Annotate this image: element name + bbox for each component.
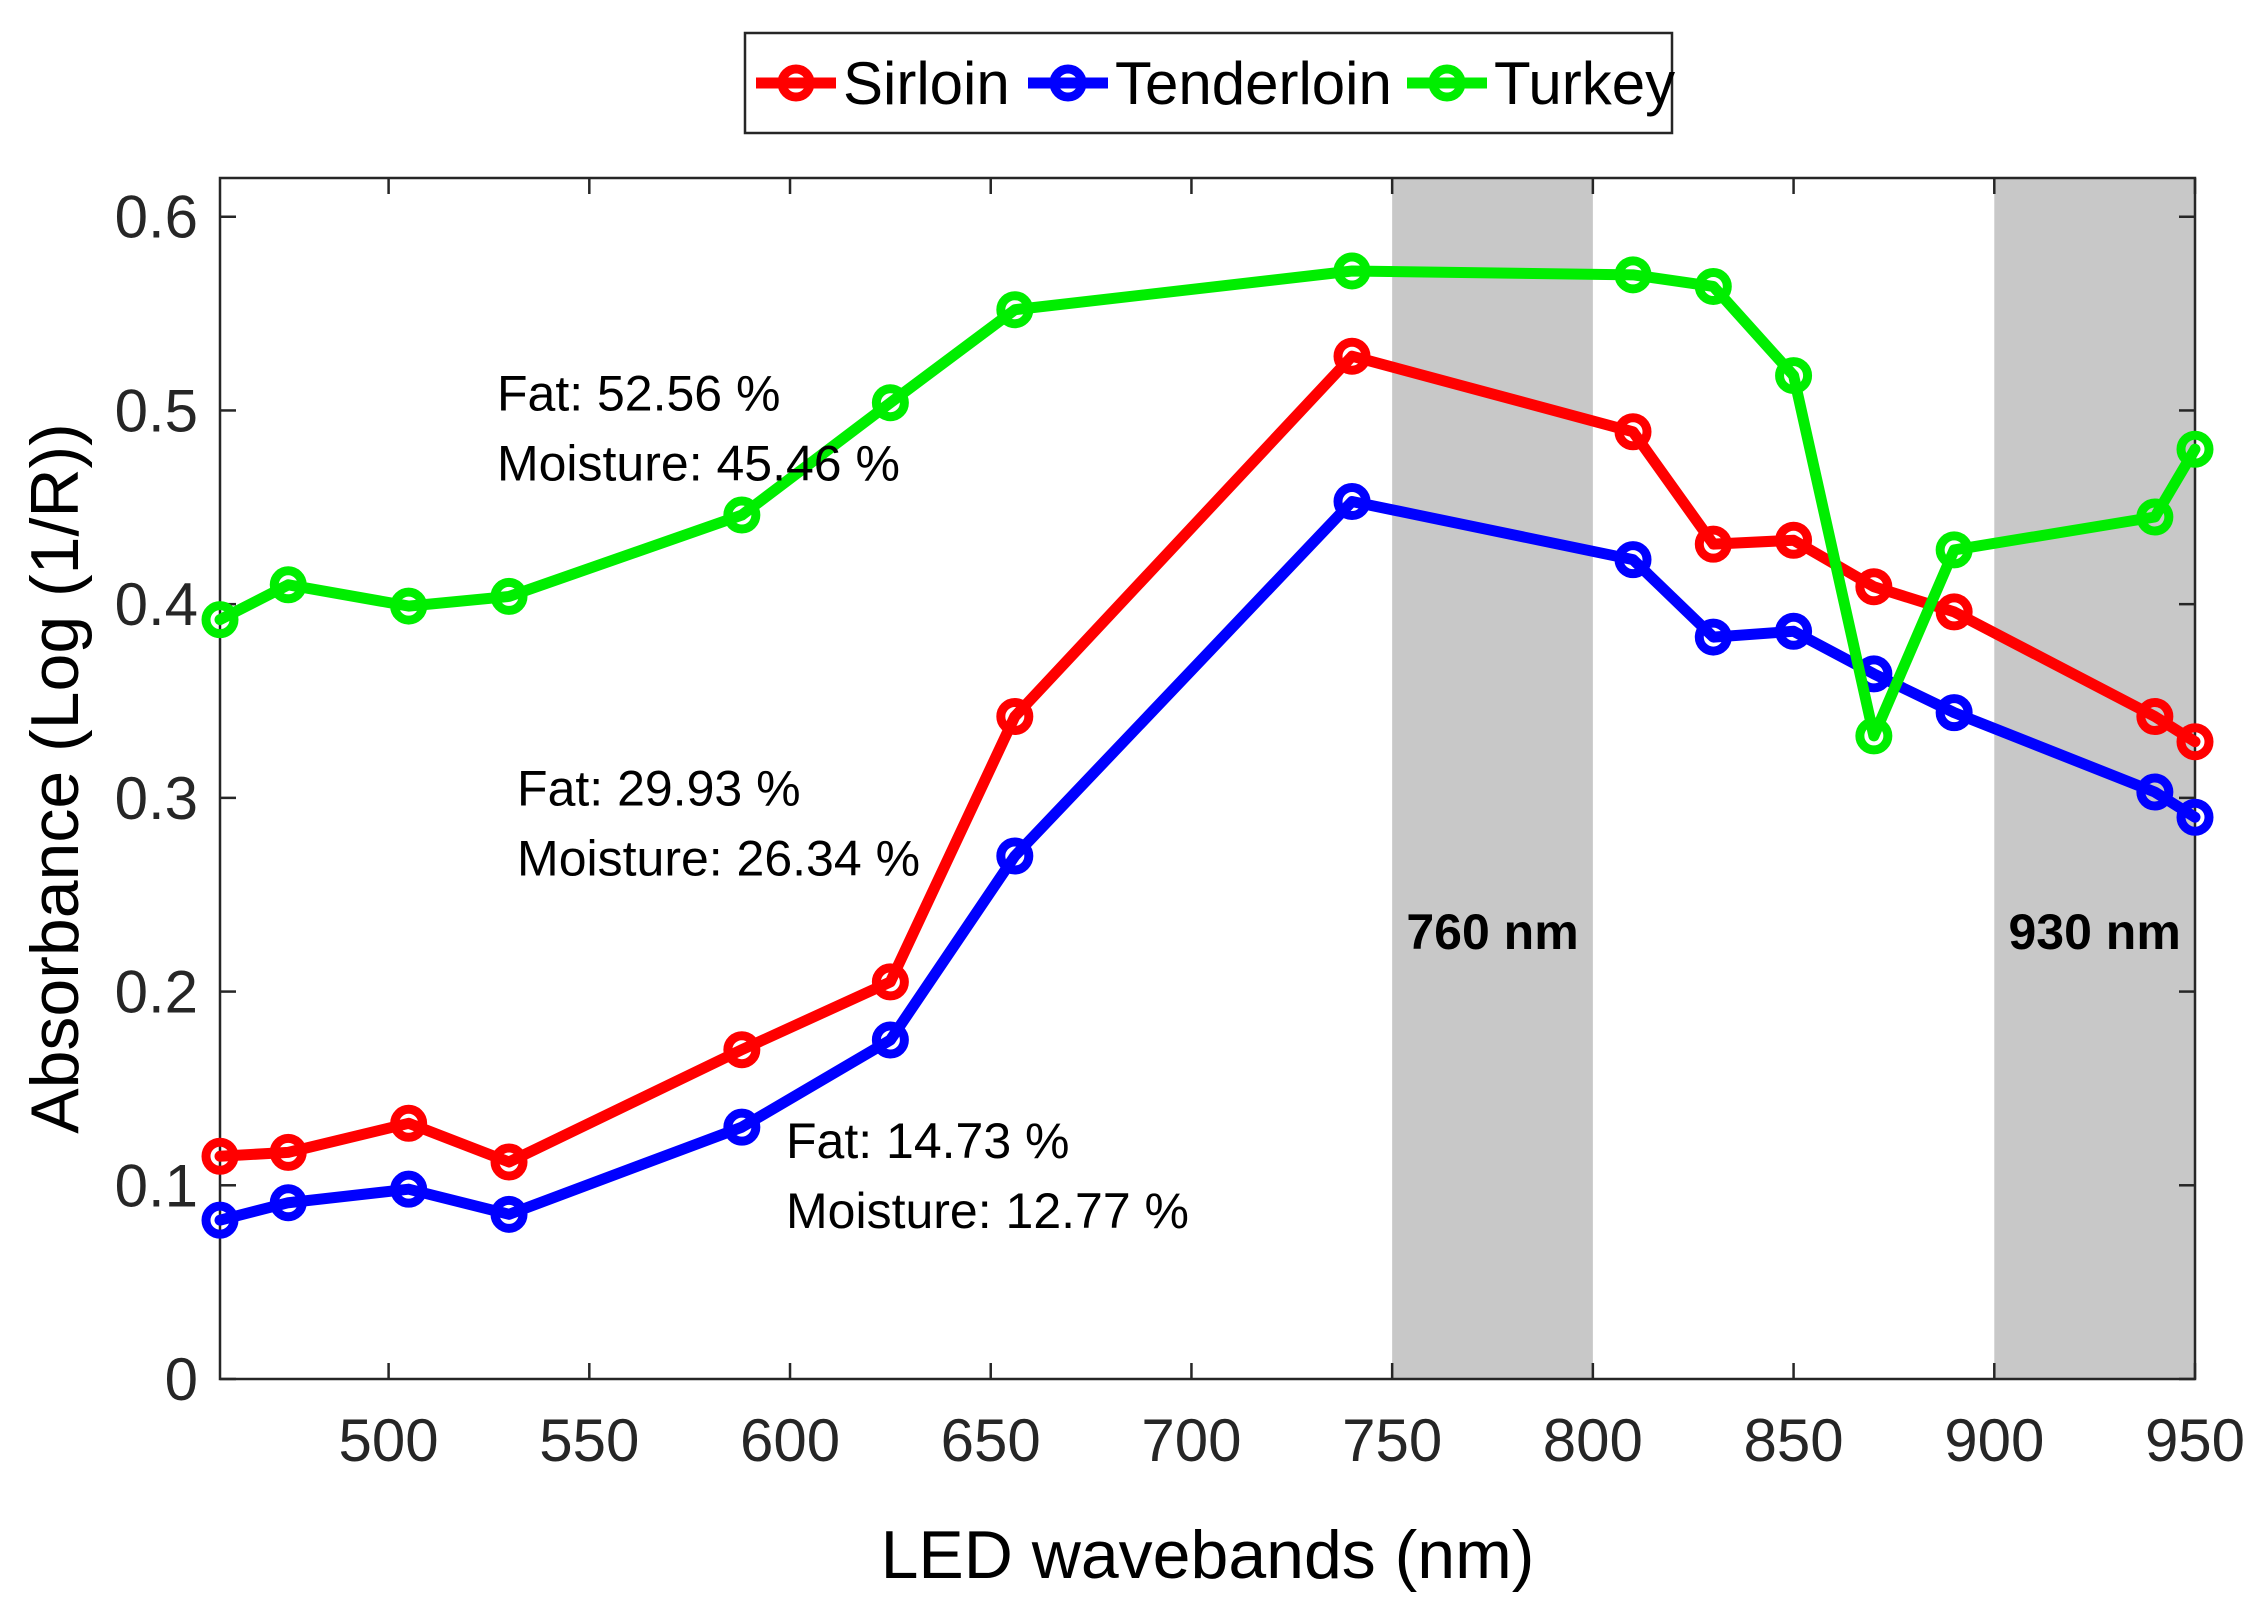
data-point-turkey xyxy=(723,496,761,534)
series-lines xyxy=(201,252,2214,1239)
x-tick-label: 650 xyxy=(941,1407,1041,1474)
data-point-tenderloin xyxy=(2176,798,2214,836)
data-point-tenderloin xyxy=(201,1201,239,1239)
data-point-turkey xyxy=(2136,498,2174,536)
data-point-sirloin xyxy=(996,698,1034,736)
x-tick-label: 950 xyxy=(2145,1407,2245,1474)
series-line-turkey xyxy=(214,265,2201,742)
x-axis: 500 550 600 650 700 750 800 850 900 950 xyxy=(339,178,2245,1474)
plot-area-frame xyxy=(218,176,2197,1381)
annotation-2-line-1: Moisture: 12.77 % xyxy=(786,1183,1189,1239)
data-point-turkey xyxy=(1333,252,1371,290)
data-point-tenderloin xyxy=(1333,482,1371,520)
legend-label-sirloin: Sirloin xyxy=(843,50,1010,117)
legend-label-turkey: Turkey xyxy=(1494,50,1675,117)
data-point-sirloin xyxy=(1694,525,1732,563)
data-point-sirloin xyxy=(490,1143,528,1181)
data-point-turkey xyxy=(1694,267,1732,305)
data-point-turkey xyxy=(2176,430,2214,468)
x-tick-label: 500 xyxy=(339,1407,439,1474)
data-point-turkey xyxy=(1775,357,1813,395)
x-tick-label: 850 xyxy=(1744,1407,1844,1474)
y-tick-label: 0.5 xyxy=(115,377,198,444)
y-tick-label: 0.6 xyxy=(115,184,198,251)
data-point-tenderloin xyxy=(490,1195,528,1233)
data-point-tenderloin xyxy=(871,1021,909,1059)
legend-marker-turkey xyxy=(1428,64,1466,102)
legend-marker-tenderloin xyxy=(1049,64,1087,102)
data-point-turkey xyxy=(201,601,239,639)
annotation-1-line-1: Moisture: 26.34 % xyxy=(517,831,920,887)
data-point-tenderloin xyxy=(1614,541,1652,579)
data-point-sirloin xyxy=(1935,593,1973,631)
data-point-turkey xyxy=(996,291,1034,329)
x-tick-label: 600 xyxy=(740,1407,840,1474)
data-point-tenderloin xyxy=(269,1184,307,1222)
series-tenderloin xyxy=(201,482,2214,1239)
y-tick-label: 0 xyxy=(165,1346,198,1413)
legend-label-tenderloin: Tenderloin xyxy=(1115,50,1392,117)
data-point-turkey xyxy=(871,384,909,422)
x-tick-label: 900 xyxy=(1944,1407,2044,1474)
data-point-sirloin xyxy=(201,1137,239,1175)
data-point-tenderloin xyxy=(1694,618,1732,656)
data-point-sirloin xyxy=(1775,521,1813,559)
annotations: Fat: 52.56 % Moisture: 45.46 % Fat: 29.93 … xyxy=(497,365,1189,1239)
data-point-tenderloin xyxy=(1775,612,1813,650)
data-point-turkey xyxy=(1935,531,1973,569)
data-point-sirloin xyxy=(1333,337,1371,375)
data-point-tenderloin xyxy=(1935,694,1973,732)
x-tick-label: 550 xyxy=(539,1407,639,1474)
shaded-band-0 xyxy=(1392,178,1593,1379)
series-turkey xyxy=(201,252,2214,755)
data-point-sirloin xyxy=(871,963,909,1001)
data-point-tenderloin xyxy=(2136,773,2174,811)
data-point-sirloin xyxy=(2136,698,2174,736)
data-point-turkey xyxy=(490,577,528,615)
data-point-tenderloin xyxy=(996,837,1034,875)
data-point-turkey xyxy=(390,587,428,625)
annotation-0-line-0: Fat: 52.56 % xyxy=(497,365,780,421)
annotation-2-line-0: Fat: 14.73 % xyxy=(786,1113,1070,1169)
data-point-tenderloin xyxy=(390,1170,428,1208)
data-point-sirloin xyxy=(390,1104,428,1142)
data-point-sirloin xyxy=(1855,568,1893,606)
y-axis: 0 0.1 0.2 0.3 0.4 0.5 0.6 xyxy=(115,184,2195,1413)
annotation-1-line-0: Fat: 29.93 % xyxy=(517,761,801,817)
x-axis-label: LED wavebands (nm) xyxy=(881,1517,1535,1593)
data-point-sirloin xyxy=(1614,413,1652,451)
x-tick-label: 750 xyxy=(1342,1407,1442,1474)
y-tick-label: 0.4 xyxy=(115,571,198,638)
annotation-0-line-1: Moisture: 45.46 % xyxy=(497,435,900,491)
band-label-0: 760 nm xyxy=(1406,904,1578,960)
series-line-tenderloin xyxy=(214,495,2201,1226)
data-point-turkey xyxy=(1855,717,1893,755)
data-point-tenderloin xyxy=(723,1108,761,1146)
data-point-turkey xyxy=(269,566,307,604)
data-point-turkey xyxy=(1614,256,1652,294)
data-point-sirloin xyxy=(2176,723,2214,761)
data-point-sirloin xyxy=(723,1031,761,1069)
legend-box xyxy=(743,31,1674,135)
y-tick-label: 0.2 xyxy=(115,959,198,1026)
y-tick-label: 0.1 xyxy=(115,1152,198,1219)
data-point-sirloin xyxy=(269,1133,307,1171)
band-label-1: 930 nm xyxy=(2008,904,2180,960)
legend: Sirloin Tenderloin Turkey xyxy=(743,31,1675,135)
x-tick-label: 800 xyxy=(1543,1407,1643,1474)
legend-marker-sirloin xyxy=(777,64,815,102)
band-labels: 760 nm 930 nm xyxy=(1406,904,2180,960)
x-tick-label: 700 xyxy=(1141,1407,1241,1474)
y-tick-label: 0.3 xyxy=(115,765,198,832)
y-axis-label: Absorbance (Log (1/R)) xyxy=(17,423,93,1134)
